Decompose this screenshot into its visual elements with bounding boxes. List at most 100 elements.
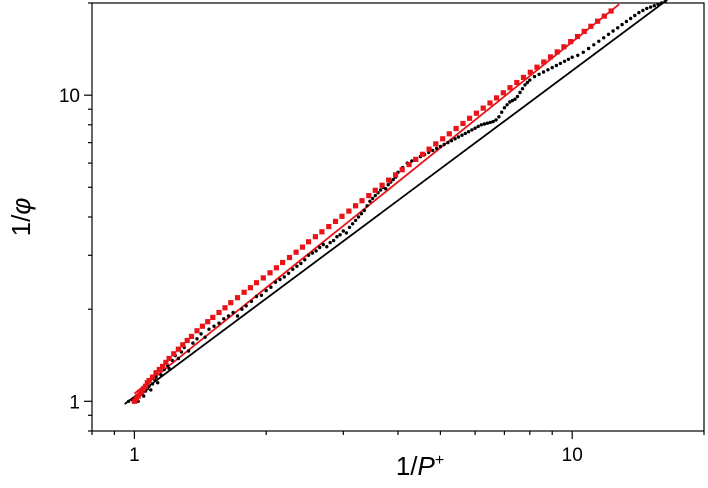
data-point-red xyxy=(440,136,446,142)
data-point-black xyxy=(463,131,467,136)
data-point-black xyxy=(500,110,504,114)
data-point-black xyxy=(485,121,490,125)
data-point-red xyxy=(460,120,466,127)
data-point-black xyxy=(341,229,345,233)
data-point-black xyxy=(470,128,474,132)
data-point-red xyxy=(194,328,200,334)
data-point-black xyxy=(249,299,254,304)
data-point-black xyxy=(597,39,601,43)
data-point-black xyxy=(195,337,199,341)
data-point-black xyxy=(295,264,299,268)
data-point-red xyxy=(149,374,156,380)
data-point-black xyxy=(494,118,498,122)
data-point-black xyxy=(264,288,268,293)
data-point-black xyxy=(370,196,375,201)
x-tick-label: 1 xyxy=(129,445,140,466)
data-point-black xyxy=(159,373,163,377)
data-point-black xyxy=(347,225,352,230)
x-tick-label: 10 xyxy=(562,445,583,466)
data-point-black xyxy=(142,394,146,398)
data-point-black xyxy=(386,183,390,187)
data-point-red xyxy=(312,234,318,240)
data-point-black xyxy=(482,122,487,126)
data-point-red xyxy=(399,167,405,173)
data-point-black xyxy=(449,139,454,143)
data-point-black xyxy=(362,208,366,213)
data-point-black xyxy=(488,120,492,125)
data-point-red xyxy=(160,363,166,369)
data-point-black xyxy=(629,16,633,21)
data-point-black xyxy=(633,13,637,18)
data-point-red xyxy=(156,366,162,373)
data-point-black xyxy=(147,384,151,388)
data-point-black xyxy=(637,10,641,15)
data-point-red xyxy=(319,229,325,235)
data-point-red xyxy=(247,285,253,291)
data-point-red xyxy=(228,300,234,306)
data-point-black xyxy=(570,55,574,59)
data-point-black xyxy=(235,314,240,318)
data-point-black xyxy=(466,130,471,134)
data-point-black xyxy=(321,242,325,247)
data-point-red xyxy=(433,141,439,147)
data-point-black xyxy=(410,159,414,163)
data-point-black xyxy=(602,36,606,40)
data-point-black xyxy=(508,100,512,104)
data-point-black xyxy=(520,87,525,91)
data-point-black xyxy=(505,103,509,107)
data-point-black xyxy=(278,277,282,282)
data-point-black xyxy=(513,97,517,101)
data-point-red xyxy=(426,146,432,152)
data-point-red xyxy=(280,259,286,266)
data-point-black xyxy=(528,78,532,82)
data-point-red xyxy=(234,295,241,301)
data-point-black xyxy=(518,90,522,95)
data-point-black xyxy=(645,6,649,11)
data-point-red xyxy=(353,203,359,209)
data-point-red xyxy=(142,383,149,389)
data-point-black xyxy=(648,5,653,9)
data-point-red xyxy=(554,49,560,55)
data-point-black xyxy=(331,238,336,243)
data-point-red xyxy=(561,44,567,50)
data-point-red xyxy=(601,13,607,19)
data-point-black xyxy=(558,61,563,66)
data-point-black xyxy=(310,251,315,255)
data-point-black xyxy=(554,63,559,68)
data-point-black xyxy=(191,341,195,345)
data-point-black xyxy=(328,240,332,245)
data-point-black xyxy=(186,349,191,353)
data-point-red xyxy=(446,131,452,137)
axis-tick-layer: 1 10 1 10 xyxy=(59,2,705,466)
data-point-red xyxy=(406,162,412,168)
data-point-black xyxy=(566,57,571,61)
data-point-red xyxy=(222,305,228,311)
data-point-black xyxy=(378,188,383,192)
data-point-black xyxy=(353,218,358,223)
data-point-black xyxy=(269,285,273,289)
x-axis-title: 1/P+ xyxy=(396,451,444,481)
data-point-red xyxy=(346,208,352,214)
data-point-black xyxy=(592,43,596,47)
data-point-black xyxy=(286,271,291,275)
data-point-red xyxy=(514,79,520,86)
data-point-red xyxy=(253,280,260,286)
data-point-black xyxy=(562,59,567,63)
data-point-black xyxy=(532,74,537,79)
data-point-black xyxy=(344,231,349,235)
data-point-red xyxy=(210,314,216,320)
data-point-red xyxy=(581,28,587,34)
data-point-black xyxy=(338,233,342,237)
data-point-black xyxy=(606,32,611,36)
data-point-red xyxy=(473,110,479,116)
data-point-black xyxy=(254,294,259,299)
data-point-red xyxy=(507,85,513,91)
data-point-black xyxy=(356,215,361,219)
data-point-black xyxy=(620,22,624,27)
data-point-black xyxy=(541,70,546,74)
data-point-red xyxy=(547,54,554,60)
data-point-black xyxy=(515,94,520,99)
data-point-black xyxy=(446,140,450,145)
data-point-red xyxy=(184,337,190,344)
